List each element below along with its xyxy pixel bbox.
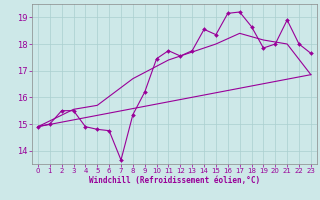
X-axis label: Windchill (Refroidissement éolien,°C): Windchill (Refroidissement éolien,°C) (89, 176, 260, 185)
